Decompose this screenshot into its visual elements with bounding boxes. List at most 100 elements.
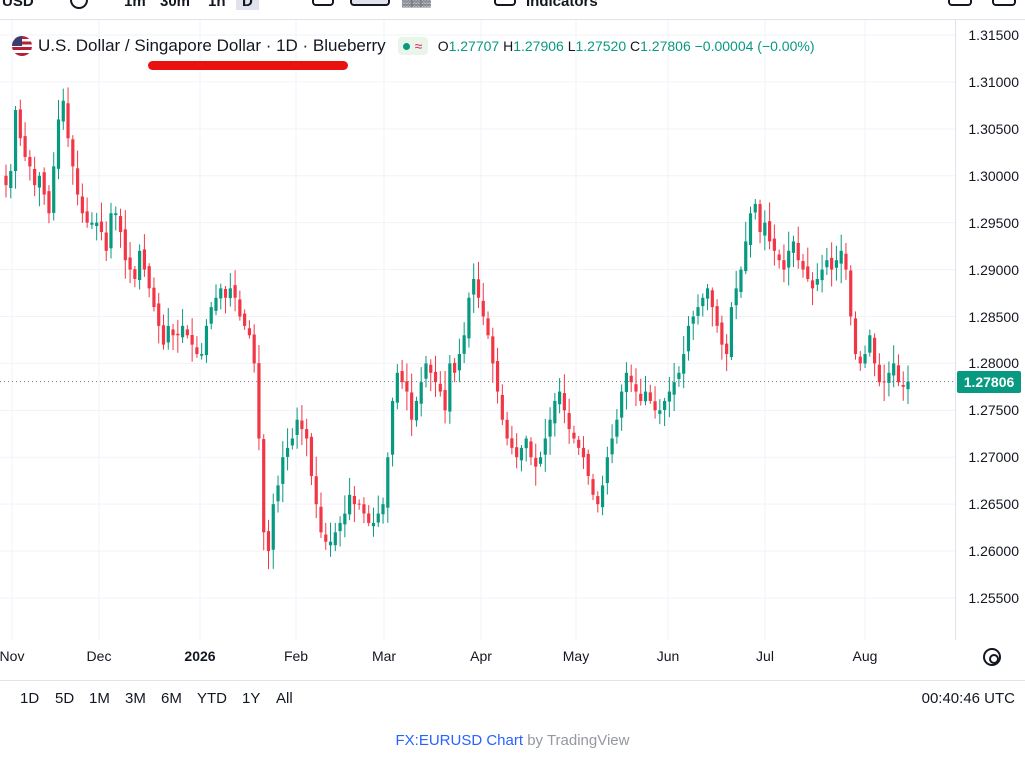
- candle-body: [56, 119, 61, 169]
- range-ytd-button[interactable]: YTD: [197, 690, 227, 707]
- price-tick-label: 1.29000: [968, 261, 1019, 278]
- candle-body: [214, 297, 218, 311]
- candle-body: [52, 166, 56, 213]
- candle-body: [42, 172, 46, 195]
- symbol-title[interactable]: U.S. Dollar / Singapore Dollar · 1D · Bl…: [38, 36, 386, 55]
- candle-body: [853, 318, 858, 355]
- candle-body: [166, 325, 170, 343]
- bar-style-icon[interactable]: [312, 0, 334, 6]
- candle-body: [381, 504, 385, 515]
- market-status-badge[interactable]: ≈: [397, 37, 428, 55]
- candle-body: [357, 503, 361, 505]
- candle-body: [400, 371, 404, 383]
- interval-1m-button[interactable]: 1m: [124, 0, 146, 10]
- add-symbol-icon[interactable]: [70, 0, 88, 9]
- candle-body: [171, 329, 175, 336]
- candle-body: [90, 222, 94, 225]
- interval-1h-button[interactable]: 1h: [208, 0, 226, 10]
- candle-body: [667, 391, 671, 402]
- layout-icon[interactable]: [948, 0, 972, 6]
- range-3m-button[interactable]: 3M: [125, 690, 146, 707]
- candle-body: [648, 392, 652, 401]
- compare-icon[interactable]: ▓▓▓: [402, 0, 431, 7]
- us-flag-icon: [12, 36, 32, 56]
- candle-body: [285, 447, 290, 457]
- top-toolbar: USD 1m 30m 1h D ▓▓▓ Indicators: [0, 0, 1025, 20]
- candle-body: [467, 297, 471, 339]
- range-1d-button[interactable]: 1D: [20, 690, 40, 707]
- candle-body: [448, 363, 452, 412]
- candle-body: [562, 393, 566, 411]
- candle-body: [71, 139, 75, 167]
- candle-body: [515, 447, 519, 458]
- candle-body: [438, 383, 442, 392]
- candle-body: [204, 325, 209, 356]
- candle-style-icon[interactable]: [350, 0, 390, 6]
- price-axis[interactable]: 1.31500 1.31000 1.30500 1.30000 1.29500 1.290…: [955, 20, 1025, 640]
- candle-body: [123, 229, 127, 261]
- candle-body: [386, 457, 390, 508]
- candle-body: [118, 216, 123, 233]
- chart-pane[interactable]: [0, 20, 955, 640]
- candle-body: [314, 476, 318, 505]
- candle-body: [462, 335, 466, 354]
- candle-body: [491, 336, 495, 364]
- time-tick-label: Nov: [0, 648, 25, 664]
- candle-body: [362, 504, 366, 514]
- candle-body: [457, 354, 461, 371]
- tradingview-credit[interactable]: by TradingView: [527, 732, 630, 749]
- candle-body: [138, 250, 142, 281]
- range-1m-button[interactable]: 1M: [89, 690, 110, 707]
- interval-30m-button[interactable]: 30m: [160, 0, 191, 10]
- range-1y-button[interactable]: 1Y: [242, 690, 261, 707]
- candle-body: [615, 419, 619, 437]
- candle-body: [257, 363, 261, 439]
- utc-clock[interactable]: 00:40:46 UTC: [921, 690, 1015, 707]
- candle-body: [629, 375, 633, 383]
- fullscreen-icon[interactable]: [992, 0, 1016, 6]
- candle-body: [858, 356, 862, 364]
- candle-body: [605, 457, 609, 484]
- candle-body: [114, 213, 118, 216]
- candle-body: [481, 300, 485, 317]
- candle-body: [691, 316, 695, 324]
- candle-body: [767, 221, 772, 242]
- candle-body: [686, 325, 691, 352]
- candle-body: [701, 297, 705, 307]
- candle-body: [505, 419, 509, 439]
- candle-body: [834, 260, 839, 268]
- candle-body: [343, 513, 347, 525]
- interval-d-button[interactable]: D: [236, 0, 259, 10]
- candle-body: [906, 381, 910, 390]
- candle-body: [271, 504, 275, 550]
- candle-body: [872, 337, 877, 364]
- symbol-chart-link[interactable]: FX:EURUSD Chart: [395, 732, 524, 749]
- range-5d-button[interactable]: 5D: [55, 690, 75, 707]
- candle-body: [877, 364, 881, 383]
- candle-body: [643, 391, 648, 402]
- indicators-icon[interactable]: [494, 0, 516, 6]
- candle-body: [152, 287, 156, 308]
- candle-body: [238, 299, 242, 317]
- candle-body: [247, 328, 251, 336]
- candle-body: [658, 410, 662, 414]
- candlestick-chart[interactable]: [0, 20, 955, 640]
- indicators-button[interactable]: Indicators: [526, 0, 598, 10]
- candle-body: [295, 419, 299, 435]
- range-6m-button[interactable]: 6M: [161, 690, 182, 707]
- candle-body: [443, 389, 447, 411]
- candle-body: [495, 361, 500, 392]
- time-axis[interactable]: Nov Dec 2026 Feb Mar Apr May Jun Jul Aug: [0, 640, 955, 672]
- candle-body: [18, 109, 22, 139]
- candle-body: [534, 457, 538, 467]
- last-price-label: 1.27806: [957, 370, 1021, 393]
- symbol-search-fragment[interactable]: USD: [2, 0, 34, 10]
- candle-body: [324, 534, 328, 542]
- candle-body: [47, 191, 51, 214]
- range-all-button[interactable]: All: [276, 690, 293, 707]
- candle-body: [367, 513, 371, 523]
- candle-body: [696, 307, 700, 316]
- candle-body: [348, 494, 352, 515]
- candle-body: [529, 441, 533, 458]
- gear-icon[interactable]: [983, 648, 1001, 666]
